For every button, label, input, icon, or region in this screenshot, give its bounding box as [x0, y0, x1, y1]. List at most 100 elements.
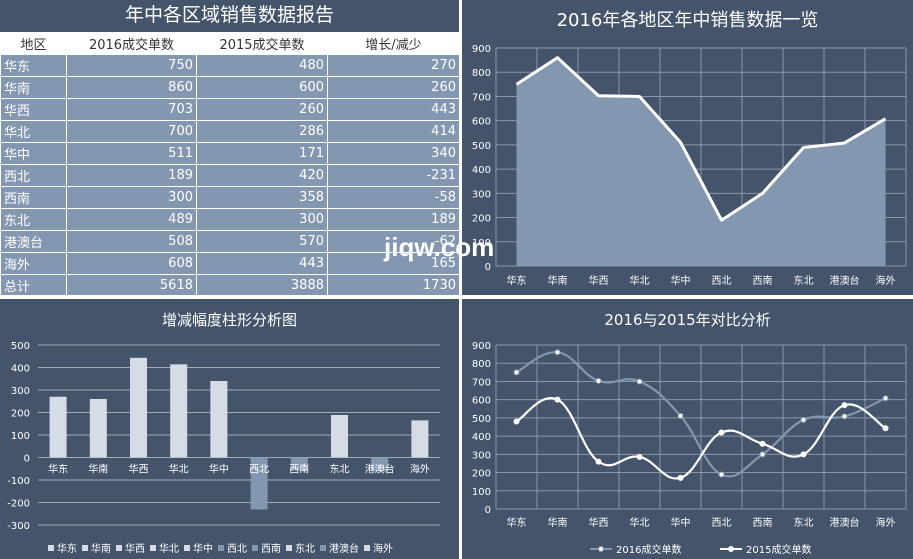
- cell-change: 189: [327, 208, 459, 231]
- cell-region: 华中: [0, 142, 67, 165]
- data-point: [759, 451, 766, 458]
- data-point: [636, 453, 643, 460]
- bar: [290, 457, 308, 471]
- cell-2016: 608: [66, 252, 197, 275]
- data-point: [677, 412, 684, 419]
- bar: [411, 420, 429, 458]
- data-point: [841, 413, 848, 420]
- table-total-row: 总计 5618 3888 1730: [0, 274, 459, 295]
- data-point: [595, 458, 602, 465]
- x-tick-label: 港澳台: [365, 463, 395, 476]
- y-tick-label: 200: [11, 409, 30, 420]
- y-tick-label: 400: [11, 364, 30, 375]
- legend-marker: [48, 545, 54, 551]
- y-tick-label: 300: [11, 386, 30, 397]
- line-chart-panel: 2016与2015年对比分析 0 100 200 300 400 500 600 700 800…: [462, 299, 913, 559]
- legend-label: 华中: [193, 542, 213, 555]
- cell-region: 华西: [0, 98, 67, 121]
- bar: [331, 414, 348, 458]
- col-header-region: 地区: [0, 32, 67, 55]
- cell-2016: 5618: [66, 274, 197, 295]
- legend-marker: [218, 545, 224, 551]
- cell-change: 260: [327, 76, 459, 99]
- col-header-change: 增长/减少: [327, 32, 459, 55]
- data-point: [554, 349, 561, 356]
- cell-region: 华北: [0, 120, 67, 143]
- data-point: [882, 395, 889, 402]
- cell-2015: 171: [196, 142, 328, 165]
- y-tick-label: -300: [7, 521, 30, 532]
- table-row: 东北 489 300 189: [0, 208, 459, 231]
- legend-marker: [184, 545, 190, 551]
- bar: [170, 364, 188, 458]
- table-row: 西北 189 420 -231: [0, 164, 459, 187]
- y-tick-label: 100: [472, 487, 491, 498]
- y-tick-label: 0: [485, 262, 491, 273]
- x-tick-label: 华北: [630, 516, 650, 529]
- cell-2016: 700: [66, 120, 197, 143]
- legend-label: 华南: [91, 542, 111, 555]
- x-tick-label: 港澳台: [830, 516, 860, 529]
- legend-label: 华西: [125, 542, 145, 555]
- col-header-2015: 2015成交单数: [196, 32, 328, 55]
- y-tick-label: 300: [472, 189, 491, 200]
- cell-2015: 480: [196, 54, 328, 77]
- watermark-text: jiqw.com: [384, 232, 495, 262]
- bar: [89, 399, 107, 458]
- data-point: [513, 418, 520, 425]
- table-row: 华东 750 480 270: [0, 54, 459, 77]
- cell-2015: 600: [196, 76, 328, 99]
- data-point: [718, 429, 725, 436]
- area-chart: 0 100 200 300 400 500 600 700 800 900 华东 华南 华西 华北 华中 西北…: [472, 44, 907, 287]
- y-tick-label: 600: [472, 117, 491, 128]
- x-tick-label: 西南: [753, 516, 773, 529]
- cell-2016: 300: [66, 186, 197, 209]
- x-tick-label: 西北: [712, 275, 732, 287]
- x-tick-label: 华东: [507, 516, 527, 529]
- bar: [210, 381, 228, 458]
- x-tick-label: 华西: [589, 516, 609, 529]
- y-tick-label: -100: [7, 476, 30, 487]
- y-tick-label: 600: [472, 396, 491, 407]
- x-tick-label: 华南: [548, 516, 568, 529]
- legend-label: 东北: [295, 542, 315, 555]
- y-tick-label: 800: [472, 359, 491, 370]
- bar: [250, 457, 268, 510]
- legend-marker: [252, 545, 258, 551]
- cell-change: 1730: [327, 274, 459, 295]
- x-tick-label: 华中: [671, 516, 691, 529]
- cell-2016: 703: [66, 98, 197, 121]
- y-tick-label: 400: [472, 432, 491, 443]
- bar: [49, 396, 67, 458]
- x-tick-label: 华北: [169, 463, 189, 476]
- y-tick-label: 400: [472, 165, 491, 176]
- x-tick-label: 华中: [209, 463, 229, 476]
- legend-label: 2016成交单数: [616, 543, 681, 556]
- y-tick-label: 500: [11, 341, 30, 352]
- y-tick-label: 0: [24, 454, 30, 465]
- x-tick-label: 华南: [88, 463, 108, 476]
- data-point: [513, 369, 520, 376]
- area-chart-panel: 2016年各地区年中销售数据一览 0 100 200 300 400 500 600 700 8…: [462, 0, 913, 295]
- cell-2016: 860: [66, 76, 197, 99]
- y-tick-label: 200: [472, 469, 491, 480]
- table-row: 华北 700 286 414: [0, 120, 459, 143]
- cell-2015: 260: [196, 98, 328, 121]
- data-point: [841, 402, 848, 409]
- cell-2015: 420: [196, 164, 328, 187]
- x-tick-label: 东北: [330, 463, 350, 476]
- cell-2016: 750: [66, 54, 197, 77]
- y-tick-label: 800: [472, 68, 491, 79]
- legend-marker: [286, 545, 292, 551]
- legend-label: 华北: [159, 542, 179, 555]
- x-tick-label: 华南: [548, 274, 568, 287]
- x-tick-label: 华东: [507, 274, 527, 287]
- data-point: [595, 377, 602, 384]
- x-tick-label: 海外: [876, 274, 896, 287]
- data-point: [759, 440, 766, 447]
- table-header-row: 地区 2016成交单数 2015成交单数 增长/减少: [0, 32, 459, 55]
- data-point: [882, 425, 889, 432]
- bar-chart-title: 增减幅度柱形分析图: [161, 311, 297, 329]
- x-tick-label: 东北: [794, 274, 814, 287]
- cell-change: -231: [327, 164, 459, 187]
